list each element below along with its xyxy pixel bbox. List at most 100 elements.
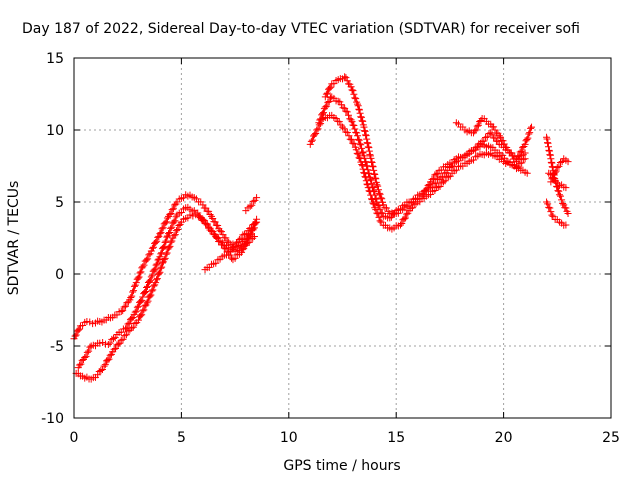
data-point-arc-9 (491, 126, 499, 134)
data-point-arc-3 (131, 320, 139, 328)
data-point-arc-8 (365, 147, 373, 155)
data-point-arc-1 (130, 282, 138, 290)
data-point-arc-3 (219, 241, 227, 249)
data-point-arc-3 (239, 246, 247, 254)
data-point-arc-8 (432, 170, 440, 178)
data-point-arc-2 (124, 320, 132, 328)
data-point-arc-6 (523, 169, 531, 177)
data-point-arc-12 (547, 178, 555, 186)
data-point-arc-3 (155, 269, 163, 277)
data-point-arc-3 (150, 282, 158, 290)
data-point-arc-3 (240, 245, 248, 253)
data-point-arc-3 (242, 240, 250, 248)
data-point-arc-8 (361, 127, 369, 135)
data-point-arc-6 (439, 178, 447, 186)
data-point-arc-6 (400, 215, 408, 223)
data-point-arc-11 (545, 203, 553, 211)
data-point-arc-3 (106, 351, 114, 359)
x-axis-ticks: 0 5 10 15 20 25 (70, 58, 620, 446)
data-point-arc-7 (370, 187, 378, 195)
data-point-arc-3 (246, 231, 254, 239)
data-point-arc-6 (452, 166, 460, 174)
data-point-arc-1 (135, 273, 143, 281)
data-point-arc-3 (163, 249, 171, 257)
data-point-arc-8 (358, 117, 366, 125)
data-point-arc-4 (235, 235, 243, 243)
data-point-arc-6 (362, 177, 370, 185)
data-point-arc-8 (369, 162, 377, 170)
data-point-arc-8 (366, 151, 374, 159)
data-point-arc-9 (524, 134, 532, 142)
data-point-arc-6 (350, 140, 358, 148)
data-point-arc-8 (378, 195, 386, 203)
data-point-arc-1 (130, 287, 138, 295)
data-point-arc-2 (163, 233, 171, 241)
data-point-arc-7 (502, 157, 510, 165)
data-point-arc-1 (214, 222, 222, 230)
data-point-arc-2 (96, 339, 104, 347)
data-point-arc-1 (146, 250, 154, 258)
data-point-arc-8 (323, 89, 331, 97)
data-point-arc-1 (136, 269, 144, 277)
data-point-arc-4 (253, 218, 261, 226)
data-point-arc-2 (146, 276, 154, 284)
data-point-arc-9 (473, 122, 481, 130)
data-point-arc-7 (363, 162, 371, 170)
data-point-arc-3 (148, 287, 156, 295)
data-point-arc-1 (144, 255, 152, 263)
data-point-arc-4 (231, 242, 239, 250)
data-point-arc-8 (482, 133, 490, 141)
data-point-arc-3 (138, 311, 146, 319)
data-point-arc-12 (555, 162, 563, 170)
data-point-arc-6 (433, 184, 441, 192)
data-point-arc-7 (377, 209, 385, 217)
data-point-arc-7 (324, 98, 332, 106)
data-point-arc-6 (349, 139, 357, 147)
x-tick-label: 25 (602, 430, 620, 446)
data-point-arc-3 (196, 214, 204, 222)
data-point-arc-3 (105, 355, 113, 363)
data-point-arc-6 (363, 180, 371, 188)
data-point-arc-8 (364, 143, 372, 151)
data-point-arc-4 (228, 244, 236, 252)
data-point-arc-3 (158, 263, 166, 271)
data-point-arc-10 (558, 196, 566, 204)
data-point-arc-2 (167, 224, 175, 232)
data-point-arc-6 (311, 131, 319, 139)
data-point-arc-7 (440, 169, 448, 177)
data-point-arc-3 (114, 340, 122, 348)
data-point-arc-3 (209, 228, 217, 236)
data-point-arc-1 (157, 229, 165, 237)
data-point-arc-7 (378, 209, 386, 217)
data-point-arc-6 (354, 150, 362, 158)
data-point-arc-2 (148, 271, 156, 279)
data-point-arc-3 (222, 245, 230, 253)
data-point-arc-1 (216, 227, 224, 235)
data-point-arc-8 (365, 144, 373, 152)
data-point-arc-7 (372, 195, 380, 203)
data-point-arc-13 (545, 169, 553, 177)
data-point-arc-13 (562, 184, 570, 192)
data-point-arc-8 (359, 117, 367, 125)
x-tick-label: 0 (70, 430, 79, 446)
data-point-arc-7 (321, 103, 329, 111)
data-point-arc-8 (485, 129, 493, 137)
data-point-arc-10 (562, 204, 570, 212)
data-point-arc-4 (242, 230, 250, 238)
data-point-arc-2 (81, 354, 89, 362)
data-point-arc-3 (174, 226, 182, 234)
data-point-arc-4 (237, 234, 245, 242)
data-point-arc-4 (212, 259, 220, 267)
data-point-arc-8 (355, 106, 363, 114)
data-point-arc-6 (306, 140, 314, 148)
data-point-arc-1 (75, 325, 83, 333)
data-point-arc-3 (168, 237, 176, 245)
data-point-arc-3 (171, 231, 179, 239)
data-point-arc-6 (339, 123, 346, 131)
data-point-arc-1 (127, 293, 135, 301)
data-point-arc-9 (472, 126, 480, 134)
data-point-arc-3 (143, 299, 151, 307)
data-point-arc-9 (517, 147, 525, 155)
data-point-arc-3 (149, 286, 157, 294)
